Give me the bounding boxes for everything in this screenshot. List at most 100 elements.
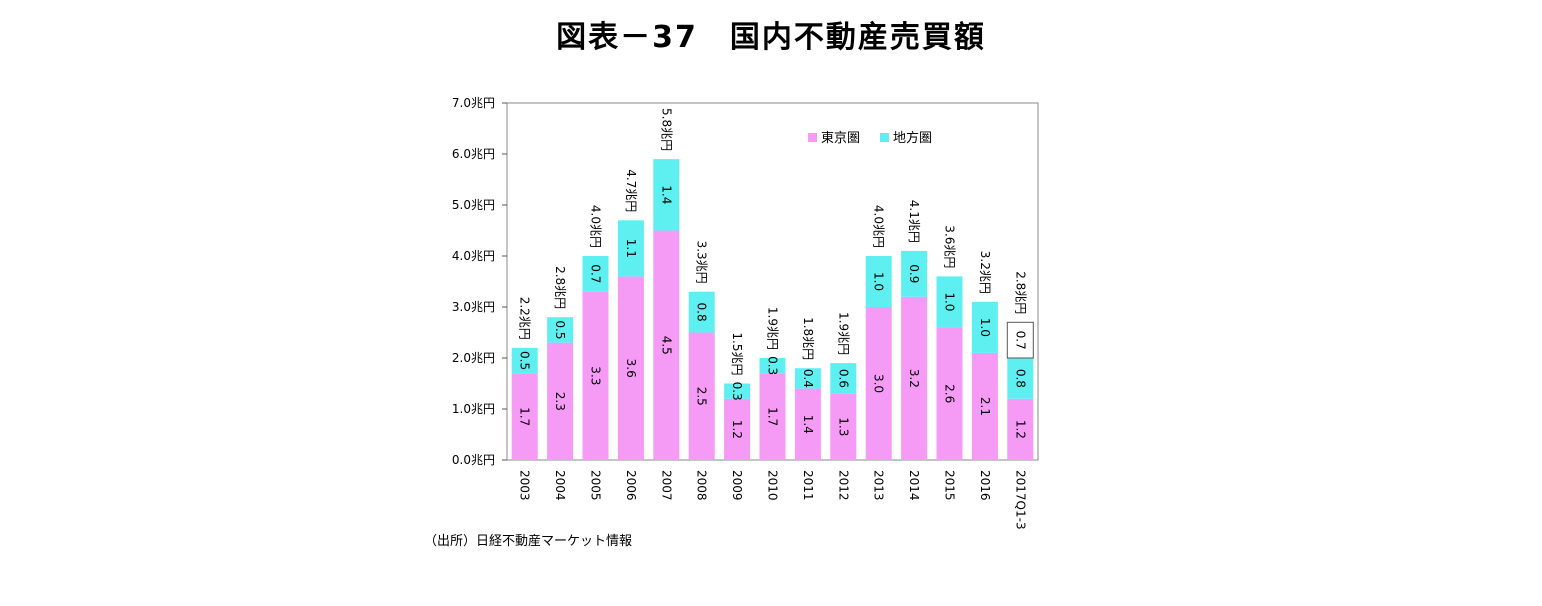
x-tick-label: 2017Q1-3	[1013, 470, 1027, 530]
bar-segment	[688, 332, 715, 460]
bar-value-label: 0.6	[836, 369, 850, 388]
y-tick-label: 3.0兆円	[452, 300, 495, 314]
bar-segment	[865, 307, 892, 460]
bar-value-label: 1.7	[518, 407, 532, 426]
x-tick-label: 2008	[695, 470, 709, 501]
bar-segment	[971, 352, 998, 460]
legend-swatch	[880, 133, 889, 142]
y-tick-label: 0.0兆円	[452, 453, 495, 467]
y-tick-label: 5.0兆円	[452, 198, 495, 212]
bar-value-label: 1.2	[730, 420, 744, 439]
x-tick-label: 2003	[518, 470, 532, 501]
bar-value-label: 2.5	[695, 387, 709, 406]
bar-value-label: 0.3	[730, 382, 744, 401]
bar-segment	[901, 296, 928, 460]
legend-label: 地方圏	[893, 130, 932, 146]
bar-value-label: 1.0	[872, 272, 886, 291]
bar-total-label: 1.9兆円	[766, 307, 780, 350]
bar-segment	[901, 250, 928, 297]
bar-segment	[830, 393, 857, 460]
bar-value-label: 0.7	[589, 264, 603, 283]
bar-value-label: 0.4	[801, 369, 815, 388]
bar-value-label: 2.1	[978, 397, 992, 416]
bar-value-label: 0.5	[518, 351, 532, 370]
bar-segment	[759, 358, 786, 374]
bar-value-label: 0.9	[907, 264, 921, 283]
bar-segment	[511, 373, 538, 460]
bar-value-label: 0.3	[766, 356, 780, 375]
bar-segment	[511, 347, 538, 374]
x-tick-label: 2013	[872, 470, 886, 501]
bar-value-label: 1.0	[943, 292, 957, 311]
bar-value-label: 2.3	[553, 392, 567, 411]
x-tick-label: 2011	[801, 470, 815, 501]
bar-segment	[830, 363, 857, 394]
y-tick-label: 1.0兆円	[452, 402, 495, 416]
bar-total-label: 1.9兆円	[836, 312, 850, 355]
bar-segment	[547, 342, 574, 460]
bar-value-label: 0.8	[695, 303, 709, 322]
bar-value-label: 0.7	[1013, 331, 1027, 350]
bar-segment	[653, 159, 680, 231]
bar-total-label: 4.0兆円	[872, 205, 886, 248]
bar-value-label: 1.1	[624, 239, 638, 258]
x-tick-label: 2012	[836, 470, 850, 501]
source-note: （出所）日経不動産マーケット情報	[424, 534, 633, 549]
bar-total-label: 1.5兆円	[730, 332, 744, 375]
bar-segment	[865, 256, 892, 307]
bar-segment	[582, 291, 609, 460]
bar-segment	[794, 368, 821, 389]
bar-total-label: 5.8兆円	[659, 108, 673, 151]
legend-label: 東京圏	[821, 130, 860, 146]
bar-value-label: 1.4	[659, 185, 673, 204]
x-tick-label: 2009	[730, 470, 744, 501]
x-tick-label: 2010	[766, 470, 780, 501]
y-tick-label: 7.0兆円	[452, 96, 495, 110]
bar-value-label: 1.2	[1013, 420, 1027, 439]
bar-segment	[653, 230, 680, 460]
x-tick-label: 2015	[943, 470, 957, 501]
bar-segment	[936, 327, 963, 460]
bar-total-label: 3.3兆円	[695, 241, 709, 284]
bar-total-label: 1.8兆円	[801, 317, 815, 360]
chart-title: 図表－37 国内不動産売買額	[556, 20, 986, 55]
bar-value-label: 3.0	[872, 374, 886, 393]
bar-total-label: 2.8兆円	[1013, 271, 1027, 314]
x-tick-label: 2006	[624, 470, 638, 501]
bar-value-label: 1.0	[978, 318, 992, 337]
bar-total-label: 3.2兆円	[978, 251, 992, 294]
bar-segment	[794, 388, 821, 460]
x-tick-label: 2005	[589, 470, 603, 501]
bar-value-label: 0.5	[553, 320, 567, 339]
bar-value-label: 1.4	[801, 415, 815, 434]
y-tick-label: 6.0兆円	[452, 147, 495, 161]
bar-segment	[547, 317, 574, 343]
bar-segment	[617, 220, 644, 277]
x-tick-label: 2007	[659, 470, 673, 501]
bar-segment	[724, 383, 751, 399]
bar-value-label: 3.3	[589, 366, 603, 385]
bar-segment	[971, 301, 998, 353]
bar-segment	[688, 291, 715, 333]
y-tick-label: 4.0兆円	[452, 249, 495, 263]
bar-total-label: 3.6兆円	[943, 225, 957, 268]
bar-value-label: 3.6	[624, 359, 638, 378]
bar-total-label: 4.1兆円	[907, 200, 921, 243]
bar-segment	[1007, 398, 1034, 460]
bar-total-label: 2.8兆円	[553, 266, 567, 309]
bar-segment	[759, 373, 786, 460]
bar-total-label: 2.2兆円	[518, 297, 532, 340]
bar-segment	[1006, 321, 1034, 359]
x-tick-label: 2004	[553, 470, 567, 501]
x-tick-label: 2016	[978, 470, 992, 501]
bar-total-label: 4.7兆円	[624, 169, 638, 212]
bar-total-label: 4.0兆円	[589, 205, 603, 248]
legend-swatch	[808, 133, 817, 142]
bar-value-label: 0.8	[1013, 369, 1027, 388]
bar-segment	[582, 256, 609, 292]
bar-segment	[936, 276, 963, 328]
bar-value-label: 4.5	[659, 336, 673, 355]
bar-value-label: 1.7	[766, 407, 780, 426]
bar-value-label: 1.3	[836, 417, 850, 436]
